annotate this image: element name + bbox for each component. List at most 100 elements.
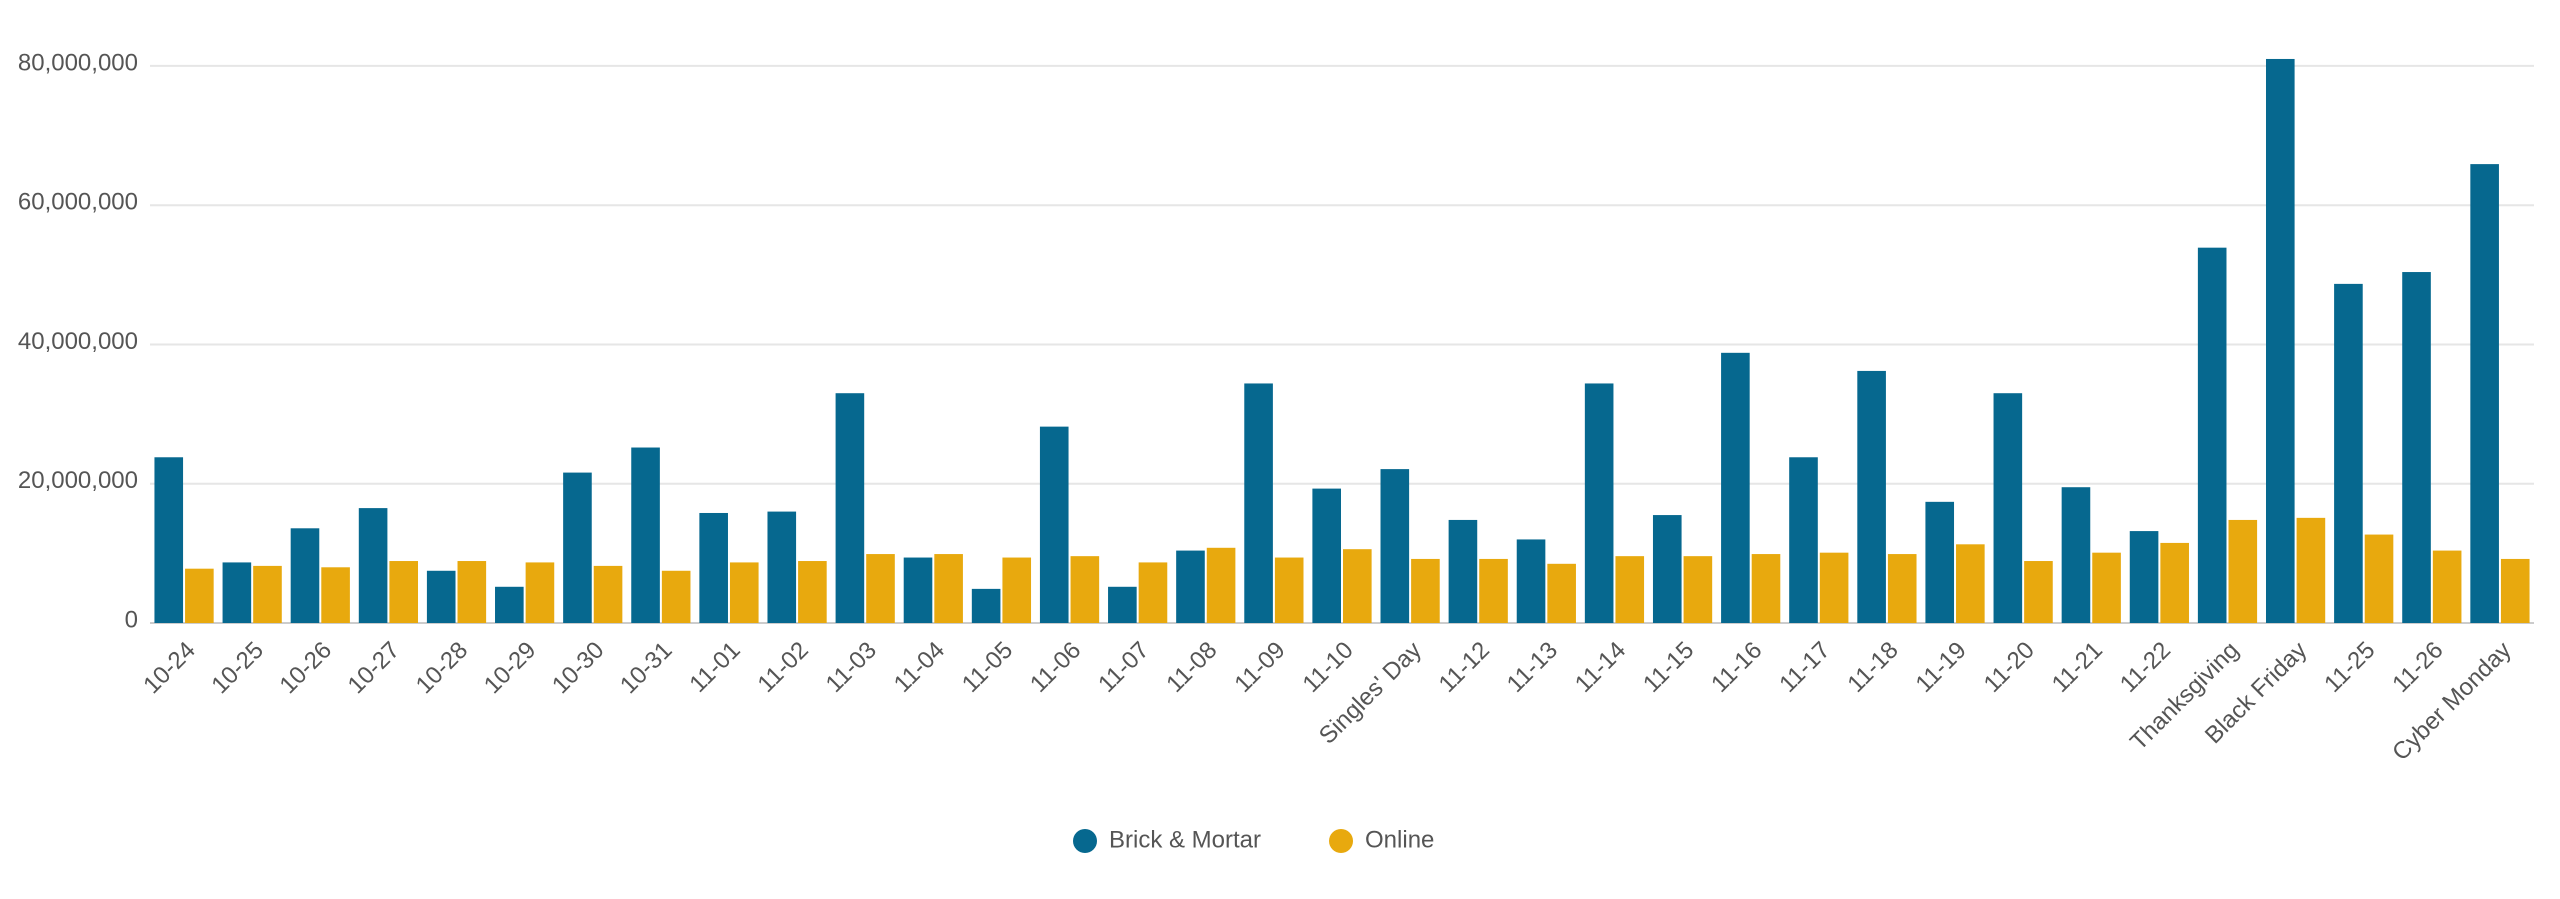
x-tick-label: 11-26 xyxy=(2387,637,2448,698)
x-tick-label: 11-16 xyxy=(1706,637,1767,698)
bar xyxy=(563,472,592,623)
bar xyxy=(699,512,728,623)
bar xyxy=(2296,517,2326,623)
x-tick-label: 10-31 xyxy=(615,637,678,700)
bar xyxy=(1584,383,1614,623)
x-tick-label: 10-27 xyxy=(343,637,406,700)
x-tick-label: 11-09 xyxy=(1229,637,1290,698)
x-tick-label: 10-24 xyxy=(138,637,201,700)
x-tick-label: 11-02 xyxy=(753,637,814,698)
x-tick-label: 11-10 xyxy=(1297,637,1358,698)
x-tick-label: 11-25 xyxy=(2319,637,2380,698)
bar xyxy=(2129,531,2159,623)
bar xyxy=(2402,272,2431,623)
bar xyxy=(1274,557,1304,623)
bar xyxy=(2334,283,2363,623)
x-tick-label: 11-15 xyxy=(1638,637,1699,698)
bar xyxy=(358,508,388,623)
bar xyxy=(525,562,555,623)
bar xyxy=(866,554,895,623)
bar xyxy=(1343,549,1372,623)
bar xyxy=(1244,383,1273,623)
x-tick-label: 11-20 xyxy=(1979,637,2040,698)
bar xyxy=(1516,539,1546,623)
bar xyxy=(767,511,797,623)
bar xyxy=(1312,488,1341,623)
x-tick-label: 11-07 xyxy=(1093,637,1154,698)
y-tick-label: 20,000,000 xyxy=(18,467,138,494)
bar xyxy=(2470,164,2499,624)
x-tick-label: 10-29 xyxy=(479,637,542,700)
legend-label[interactable]: Brick & Mortar xyxy=(1109,826,1261,853)
bar xyxy=(1789,457,1818,623)
x-tick-label: 10-28 xyxy=(411,637,474,700)
bar xyxy=(1721,352,1750,623)
bar xyxy=(1206,547,1236,623)
bar xyxy=(253,565,282,623)
x-tick-label: 11-22 xyxy=(2115,637,2176,698)
x-tick-label: 11-13 xyxy=(1502,637,1563,698)
bar xyxy=(290,528,320,623)
x-tick-label: 11-14 xyxy=(1570,637,1631,698)
bar xyxy=(2432,550,2462,623)
bar xyxy=(1070,556,1100,623)
bar xyxy=(2265,58,2295,623)
x-tick-label: 11-04 xyxy=(889,637,950,698)
bar xyxy=(1857,370,1886,623)
bar xyxy=(1993,393,2023,623)
bar xyxy=(729,562,759,623)
bar xyxy=(1411,558,1440,623)
bar xyxy=(1819,552,1849,623)
bar xyxy=(1138,562,1168,623)
x-tick-label: 11-08 xyxy=(1161,637,1222,698)
bar xyxy=(154,457,184,623)
x-tick-label: 11-17 xyxy=(1774,637,1835,698)
x-tick-label: 11-21 xyxy=(2047,637,2108,698)
bar xyxy=(1615,556,1645,623)
bar xyxy=(2197,247,2227,624)
x-tick-label: 10-26 xyxy=(275,637,338,700)
x-tick-label: 11-06 xyxy=(1025,637,1086,698)
bar xyxy=(457,561,487,623)
bar xyxy=(1547,563,1576,623)
y-tick-label: 80,000,000 xyxy=(18,49,138,76)
y-tick-label: 0 xyxy=(125,606,138,633)
bar xyxy=(2061,487,2091,623)
bar xyxy=(1956,544,1985,623)
legend-marker[interactable] xyxy=(1073,829,1097,853)
bar xyxy=(631,447,660,623)
bar xyxy=(426,570,456,623)
bar xyxy=(661,570,691,623)
bar xyxy=(1039,426,1069,623)
bar xyxy=(934,554,963,623)
x-tick-label: 11-18 xyxy=(1842,637,1903,698)
y-tick-label: 60,000,000 xyxy=(18,189,138,216)
y-tick-label: 40,000,000 xyxy=(18,328,138,355)
bar xyxy=(593,565,623,623)
bar xyxy=(389,561,419,623)
x-tick-label: 11-19 xyxy=(1911,637,1972,698)
bar xyxy=(1925,501,1955,623)
x-tick-label: 10-30 xyxy=(547,637,610,700)
bar xyxy=(2160,542,2189,623)
bar xyxy=(1887,554,1917,623)
x-tick-label: Cyber Monday xyxy=(2387,637,2516,766)
x-tick-label: 10-25 xyxy=(206,637,269,700)
bar xyxy=(971,588,1001,623)
bar xyxy=(1751,554,1781,623)
legend-label[interactable]: Online xyxy=(1365,826,1434,853)
bar xyxy=(495,586,524,623)
bar xyxy=(798,561,827,623)
bar xyxy=(1448,519,1478,623)
x-tick-label: 11-05 xyxy=(957,637,1018,698)
bar xyxy=(835,393,865,623)
bar xyxy=(1479,558,1508,623)
bar xyxy=(2092,552,2121,623)
x-tick-label: 11-03 xyxy=(821,637,882,698)
legend-marker[interactable] xyxy=(1329,829,1354,853)
bar xyxy=(1683,556,1713,623)
bar xyxy=(903,557,933,623)
bar xyxy=(185,568,214,623)
bar xyxy=(1108,586,1137,623)
